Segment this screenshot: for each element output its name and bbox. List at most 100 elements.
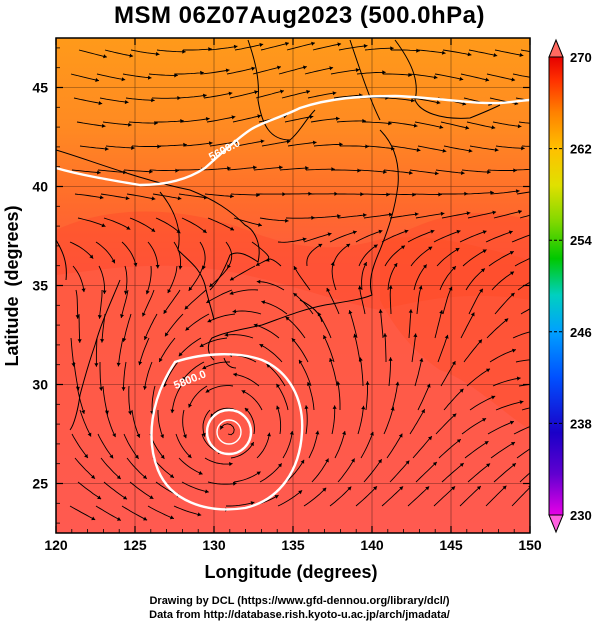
- streamline-arrowhead: [230, 276, 234, 281]
- streamline-arrowhead: [543, 301, 547, 305]
- streamline-arrowhead: [250, 501, 255, 506]
- streamline-arrowhead: [382, 70, 386, 75]
- streamline-arrowhead: [207, 318, 212, 323]
- streamline: [293, 265, 311, 291]
- streamline: [313, 143, 343, 147]
- streamline: [329, 230, 357, 243]
- streamline-arrowhead: [133, 262, 138, 267]
- streamline: [516, 191, 530, 195]
- streamline-arrowhead: [467, 52, 472, 57]
- streamline: [336, 120, 366, 123]
- streamline: [381, 229, 409, 243]
- streamline-arrowhead: [303, 65, 307, 70]
- streamline-arrowhead: [138, 361, 143, 366]
- streamline-arrowhead: [482, 418, 487, 422]
- streamline: [410, 246, 433, 267]
- streamline-arrowhead: [346, 243, 351, 248]
- streamline-arrowhead: [413, 123, 418, 128]
- streamline-arrowhead: [143, 386, 147, 390]
- streamline-arrowhead: [363, 44, 368, 49]
- streamline-arrowhead: [448, 286, 453, 291]
- streamline: [462, 249, 487, 267]
- streamline-arrowhead: [100, 339, 105, 343]
- streamline-arrowhead: [491, 395, 496, 400]
- streamline-arrowhead: [203, 195, 208, 200]
- streamline-arrowhead: [492, 210, 497, 215]
- streamline: [486, 73, 516, 81]
- streamline: [412, 193, 442, 195]
- streamline: [178, 337, 202, 357]
- streamline-arrowhead: [409, 170, 413, 175]
- streamline-arrowhead: [416, 147, 421, 152]
- streamline: [69, 505, 96, 521]
- streamline: [415, 461, 438, 483]
- streamline-arrowhead: [544, 382, 548, 386]
- streamline-arrowhead: [197, 512, 202, 517]
- streamline-arrowhead: [516, 376, 521, 381]
- streamline-arrowhead: [202, 365, 207, 370]
- streamline-arrowhead: [444, 334, 449, 339]
- streamline: [493, 210, 523, 219]
- streamline-arrowhead: [134, 454, 139, 459]
- y-tick-label: 40: [32, 179, 48, 195]
- streamline-arrowhead: [518, 209, 522, 214]
- streamline-arrowhead: [509, 420, 514, 425]
- streamline: [331, 405, 336, 435]
- streamline-arrowhead: [413, 333, 418, 338]
- streamline: [317, 312, 332, 339]
- streamline: [412, 435, 433, 459]
- x-tick-label: 120: [44, 537, 68, 553]
- streamline: [348, 310, 358, 339]
- streamline: [95, 337, 98, 367]
- streamline-arrowhead: [298, 490, 303, 495]
- streamline-arrowhead: [103, 54, 107, 59]
- streamline: [512, 73, 530, 78]
- streamline-arrowhead: [339, 142, 343, 147]
- streamline: [307, 381, 315, 411]
- streamline: [78, 313, 81, 343]
- streamline: [102, 385, 109, 415]
- streamline: [125, 97, 155, 101]
- streamline-arrowhead: [537, 442, 541, 446]
- streamline-arrowhead: [326, 287, 331, 292]
- streamline: [207, 481, 237, 485]
- streamline: [357, 405, 365, 435]
- streamline: [97, 169, 127, 174]
- streamline-arrowhead: [147, 75, 152, 80]
- streamline-arrowhead: [358, 357, 363, 362]
- streamline: [339, 145, 369, 148]
- streamline-arrowhead: [430, 229, 435, 234]
- streamline: [439, 265, 457, 291]
- streamline: [206, 289, 233, 304]
- streamline-arrowhead: [436, 100, 441, 105]
- streamline-arrowhead: [479, 288, 483, 293]
- streamline-arrowhead: [357, 168, 361, 173]
- streamline-arrowhead: [169, 474, 174, 478]
- colorbar: 230 238 246 254 262 270: [548, 38, 592, 534]
- streamline-arrowhead: [97, 495, 102, 500]
- streamline-arrowhead: [116, 475, 121, 479]
- streamline-arrowhead: [102, 290, 107, 294]
- streamline-arrowhead: [510, 292, 515, 297]
- streamline: [468, 49, 498, 57]
- streamline: [494, 292, 515, 315]
- streamline: [386, 433, 403, 459]
- streamline-arrowhead: [233, 372, 237, 377]
- streamline-arrowhead: [383, 169, 387, 174]
- streamline: [487, 420, 515, 435]
- streamline: [253, 166, 283, 171]
- streamline: [443, 145, 473, 152]
- streamline-arrowhead: [482, 249, 487, 254]
- streamline: [436, 247, 460, 267]
- streamline-arrowhead: [481, 268, 485, 273]
- streamline: [287, 141, 317, 147]
- streamline: [494, 49, 524, 57]
- streamline-arrowhead: [332, 91, 337, 96]
- streamline: [78, 49, 107, 58]
- streamline-arrowhead: [511, 442, 515, 446]
- streamline: [464, 440, 489, 459]
- streamline-arrowhead: [124, 100, 129, 105]
- streamline-arrowhead: [537, 253, 541, 257]
- streamline: [305, 405, 308, 435]
- streamline-arrowhead: [232, 309, 237, 314]
